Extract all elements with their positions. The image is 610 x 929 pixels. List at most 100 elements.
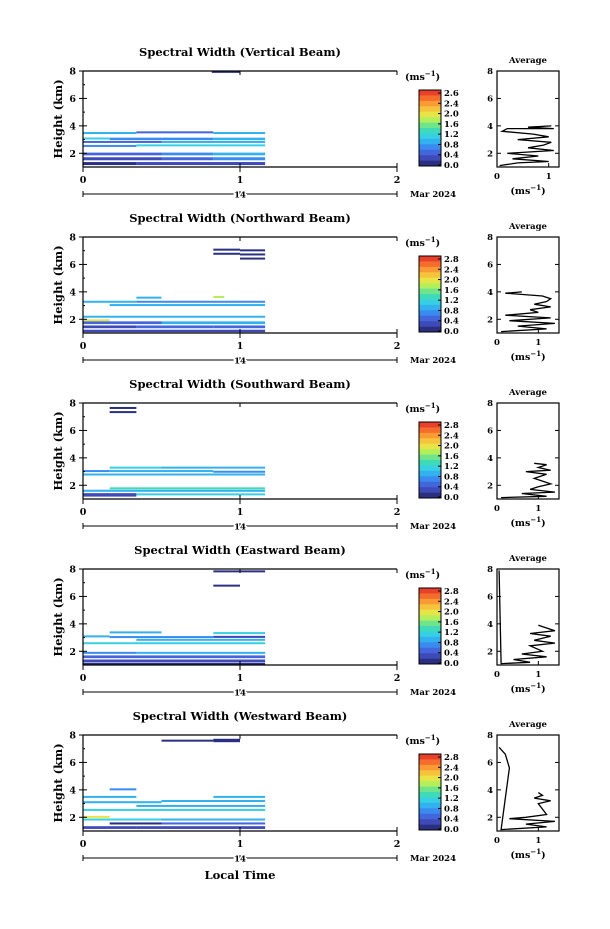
avg-y-tick-label: 4 <box>487 786 493 796</box>
y-tick-label: 6 <box>69 426 76 437</box>
x-tick-label: 2 <box>394 175 401 186</box>
x-tick-label: 1 <box>237 839 244 850</box>
colorbar-frame <box>418 753 442 831</box>
average-profile-line <box>498 570 556 665</box>
colorbar-segment <box>419 133 441 140</box>
heatmap-cell <box>83 801 162 804</box>
colorbar-tick-label: 1.6 <box>444 618 459 628</box>
colorbar-segment <box>419 432 441 439</box>
colorbar-tick-label: 2.8 <box>444 421 459 431</box>
colorbar-segment <box>419 824 441 831</box>
day-label: 14 <box>234 689 246 699</box>
unit-close: ) <box>436 72 441 83</box>
heatmap-cell <box>109 631 162 634</box>
y-axis-label: Height (km) <box>51 245 65 324</box>
average-frame <box>496 236 560 334</box>
x-tick-label: 2 <box>394 839 401 850</box>
avg-y-tick-label: 6 <box>487 94 493 104</box>
avg-x-tick-label: 0 <box>494 670 500 680</box>
y-tick-label: 2 <box>69 813 76 824</box>
y-tick-label: 4 <box>69 453 76 464</box>
colorbar-unit-label: (ms−1) <box>405 235 440 249</box>
colorbar-segment <box>419 593 441 600</box>
colorbar-segment <box>419 272 441 279</box>
heatmap-cell <box>240 253 266 256</box>
colorbar-tick-label: 2.0 <box>444 608 459 618</box>
colorbar-segment <box>419 449 441 455</box>
colorbar-segment <box>419 460 441 466</box>
panel-1: Spectral Width (Vertical Beam) 2 4 6 8 Height… <box>51 45 560 202</box>
avg-unit-close: ) <box>541 684 546 695</box>
x-tick-label: 0 <box>80 839 87 850</box>
colorbar-tick-label: 2.4 <box>444 763 459 773</box>
x-tick-label: 2 <box>394 341 401 352</box>
heatmap-cells <box>83 248 266 333</box>
y-tick-label: 6 <box>69 592 76 603</box>
heatmap-cell <box>240 249 266 252</box>
colorbar-segment <box>419 138 441 145</box>
colorbar-segment <box>419 326 441 333</box>
x-tick-label: 1 <box>237 175 244 186</box>
heatmap-cell <box>213 137 266 141</box>
x-tick-label: 2 <box>394 507 401 518</box>
colorbar-segment <box>419 631 441 638</box>
heatmap-cell <box>83 329 266 333</box>
colorbar-tick-label: 1.2 <box>444 628 459 638</box>
colorbar-frame <box>418 421 442 499</box>
unit-exp: −1 <box>425 567 436 576</box>
heatmap-cell <box>240 257 266 260</box>
colorbar-tick-label: 0.0 <box>444 161 459 171</box>
heatmap-cell <box>83 144 137 147</box>
colorbar-tick-label: 2.0 <box>444 276 459 286</box>
colorbar-segment <box>419 620 441 627</box>
colorbar-segment <box>419 310 441 317</box>
heatmap-cell <box>213 584 240 587</box>
y-tick-label: 8 <box>69 731 76 742</box>
unit-close: ) <box>436 238 441 249</box>
colorbar-segment <box>419 454 441 461</box>
avg-y-tick-label: 4 <box>487 288 493 298</box>
colorbar-segment <box>419 427 441 434</box>
date-label: Mar 2024 <box>410 356 456 366</box>
unit-text: (ms <box>405 72 425 83</box>
avg-unit-text: (ms <box>510 684 530 695</box>
colorbar-tick-label: 0.8 <box>444 638 459 648</box>
colorbar-segment <box>419 304 441 311</box>
colorbar-tick-label: 1.6 <box>444 120 459 130</box>
avg-y-tick-label: 2 <box>487 647 493 657</box>
colorbar-tick-label: 0.4 <box>444 815 459 825</box>
heatmap-cells <box>83 738 266 829</box>
avg-y-tick-label: 8 <box>487 399 493 409</box>
colorbar-unit-label: (ms−1) <box>405 733 440 747</box>
heatmap-cell <box>83 300 137 303</box>
colorbar-tick-label: 1.2 <box>444 296 459 306</box>
heatmap-cell <box>109 304 266 307</box>
heatmap-cell <box>83 655 162 659</box>
colorbar-segment <box>419 261 441 268</box>
average-xlabel: (ms−1) <box>510 847 545 861</box>
heatmap-cell <box>161 822 266 825</box>
colorbar-tick-label: 0.0 <box>444 493 459 503</box>
colorbar-tick-label: 0.0 <box>444 327 459 337</box>
y-tick-label: 2 <box>69 149 76 160</box>
heatmap-cell <box>83 826 137 829</box>
avg-y-tick-label: 8 <box>487 67 493 77</box>
panel-4: Spectral Width (Eastward Beam) 2 4 6 8 Height… <box>51 543 560 700</box>
heatmap-cell <box>109 406 137 409</box>
colorbar-tick-label: 1.6 <box>444 452 459 462</box>
colorbar-tick-label: 2.4 <box>444 597 459 607</box>
heatmap-cells <box>83 406 266 497</box>
colorbar-segment <box>419 775 441 782</box>
unit-text: (ms <box>405 238 425 249</box>
heatmap-cell <box>83 635 110 638</box>
heatmap-cell <box>83 795 137 798</box>
heatmap-cell <box>213 157 266 161</box>
colorbar-segment <box>419 465 441 472</box>
colorbar-tick-label: 2.0 <box>444 442 459 452</box>
avg-unit-exp: −1 <box>530 183 541 192</box>
heatmap-cell <box>83 662 266 665</box>
date-label: Mar 2024 <box>410 522 456 532</box>
y-tick-label: 2 <box>69 315 76 326</box>
colorbar-tick-label: 2.8 <box>444 255 459 265</box>
avg-unit-close: ) <box>541 352 546 363</box>
